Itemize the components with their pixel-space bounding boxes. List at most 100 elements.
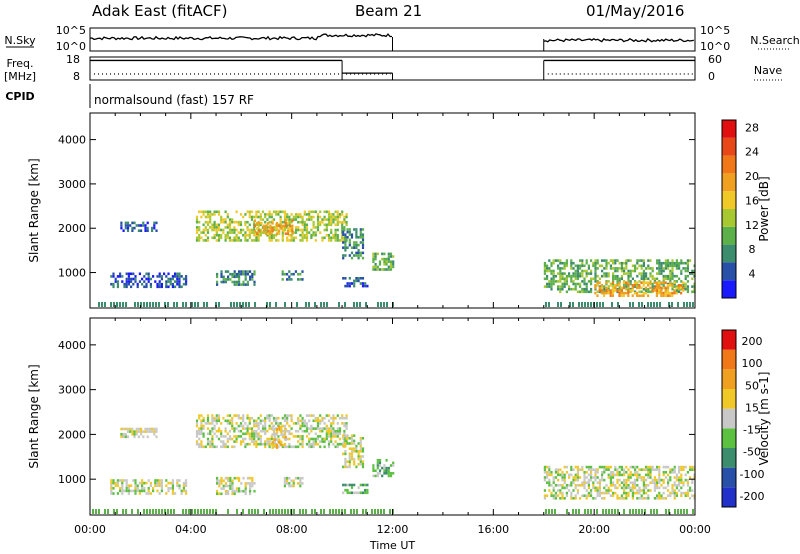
heatmap-cell — [137, 229, 140, 232]
heatmap-cell — [601, 269, 604, 273]
heatmap-cell — [620, 468, 623, 471]
heatmap-cell — [294, 422, 298, 425]
heatmap-cell — [156, 484, 159, 487]
heatmap-cell — [253, 424, 256, 428]
heatmap-cell — [616, 274, 619, 278]
heatmap-cell — [357, 486, 360, 489]
ground-scatter-mark — [281, 509, 283, 514]
heatmap-cell — [330, 236, 333, 240]
heatmap-cell — [348, 491, 351, 495]
heatmap-cell — [601, 465, 604, 469]
heatmap-cell — [167, 272, 170, 276]
heatmap-cell — [598, 489, 601, 492]
ground-scatter-mark — [215, 302, 217, 307]
heatmap-cell — [598, 285, 601, 288]
ground-scatter-mark — [545, 509, 547, 514]
heatmap-cell — [266, 437, 269, 441]
heatmap-cell — [631, 486, 634, 490]
heatmap-cell — [290, 233, 293, 237]
heatmap-cell — [319, 427, 322, 430]
heatmap-cell — [292, 482, 295, 485]
heatmap-cell — [216, 272, 219, 276]
heatmap-cell — [272, 236, 276, 240]
heatmap-cell — [605, 289, 608, 292]
heatmap-cell — [642, 476, 645, 479]
colorbar-swatch — [722, 349, 736, 370]
nsearch-tick-bottom: 10^0 — [700, 40, 730, 53]
heatmap-cell — [618, 261, 621, 265]
heatmap-cell — [215, 422, 218, 425]
ground-scatter-mark — [197, 509, 199, 514]
heatmap-cell — [387, 260, 390, 263]
heatmap-cell — [662, 285, 665, 288]
heatmap-cell — [682, 261, 685, 265]
heatmap-cell — [572, 476, 575, 479]
heatmap-cell — [283, 215, 287, 219]
heatmap-cell — [167, 280, 170, 283]
heatmap-cell — [248, 223, 251, 227]
heatmap-cell — [217, 223, 221, 227]
heatmap-cell — [561, 471, 564, 474]
heatmap-cell — [301, 223, 304, 227]
heatmap-cell — [155, 427, 158, 431]
heatmap-cell — [323, 228, 326, 232]
heatmap-cell — [344, 483, 347, 487]
heatmap-cell — [689, 465, 692, 469]
heatmap-cell — [600, 286, 603, 290]
heatmap-cell — [341, 220, 344, 224]
heatmap-cell — [310, 442, 313, 446]
heatmap-cell — [151, 226, 154, 230]
heatmap-cell — [341, 422, 344, 425]
heatmap-cell — [389, 472, 393, 475]
heatmap-cell — [237, 429, 240, 433]
heatmap-cell — [312, 220, 315, 224]
heatmap-cell — [137, 430, 140, 433]
heatmap-cell — [614, 286, 617, 290]
heatmap-cell — [133, 221, 136, 225]
x-tick-label: 16:00 — [477, 523, 509, 536]
heatmap-cell — [268, 236, 271, 240]
heatmap-cell — [660, 478, 663, 482]
heatmap-cell — [341, 210, 344, 214]
heatmap-cell — [548, 468, 551, 471]
heatmap-cell — [200, 427, 203, 430]
heatmap-cell — [655, 294, 658, 297]
heatmap-cell — [338, 427, 342, 430]
heatmap-cell — [596, 481, 599, 484]
heatmap-cell — [121, 481, 124, 485]
heatmap-cell — [631, 284, 634, 287]
heatmap-cell — [653, 468, 656, 471]
heatmap-cell — [246, 283, 249, 286]
heatmap-cell — [629, 269, 632, 273]
heatmap-cell — [283, 424, 287, 428]
heatmap-cell — [376, 464, 379, 467]
heatmap-cell — [242, 476, 245, 480]
heatmap-cell — [259, 442, 262, 446]
heatmap-cell — [249, 482, 252, 485]
colorbar-tick-label: -15 — [743, 424, 761, 437]
heatmap-cell — [239, 220, 243, 224]
heatmap-cell — [220, 422, 223, 425]
heatmap-cell — [288, 482, 291, 485]
heatmap-cell — [673, 274, 676, 278]
heatmap-cell — [202, 432, 205, 436]
heatmap-cell — [338, 429, 342, 433]
ground-scatter-mark — [104, 302, 106, 307]
heatmap-cell — [684, 478, 687, 482]
heatmap-cell — [629, 473, 632, 477]
heatmap-cell — [237, 416, 240, 420]
ground-scatter-mark — [596, 509, 598, 514]
heatmap-cell — [568, 274, 571, 278]
heatmap-cell — [387, 466, 390, 470]
heatmap-cell — [677, 284, 680, 287]
heatmap-cell — [655, 291, 658, 295]
heatmap-cell — [682, 281, 685, 284]
ground-scatter-mark — [239, 302, 241, 307]
heatmap-cell — [301, 416, 304, 420]
heatmap-cell — [645, 491, 648, 495]
heatmap-cell — [137, 224, 140, 227]
heatmap-cell — [585, 269, 588, 273]
heatmap-cell — [176, 481, 179, 485]
heatmap-cell — [338, 220, 342, 224]
heatmap-cell — [134, 492, 137, 495]
